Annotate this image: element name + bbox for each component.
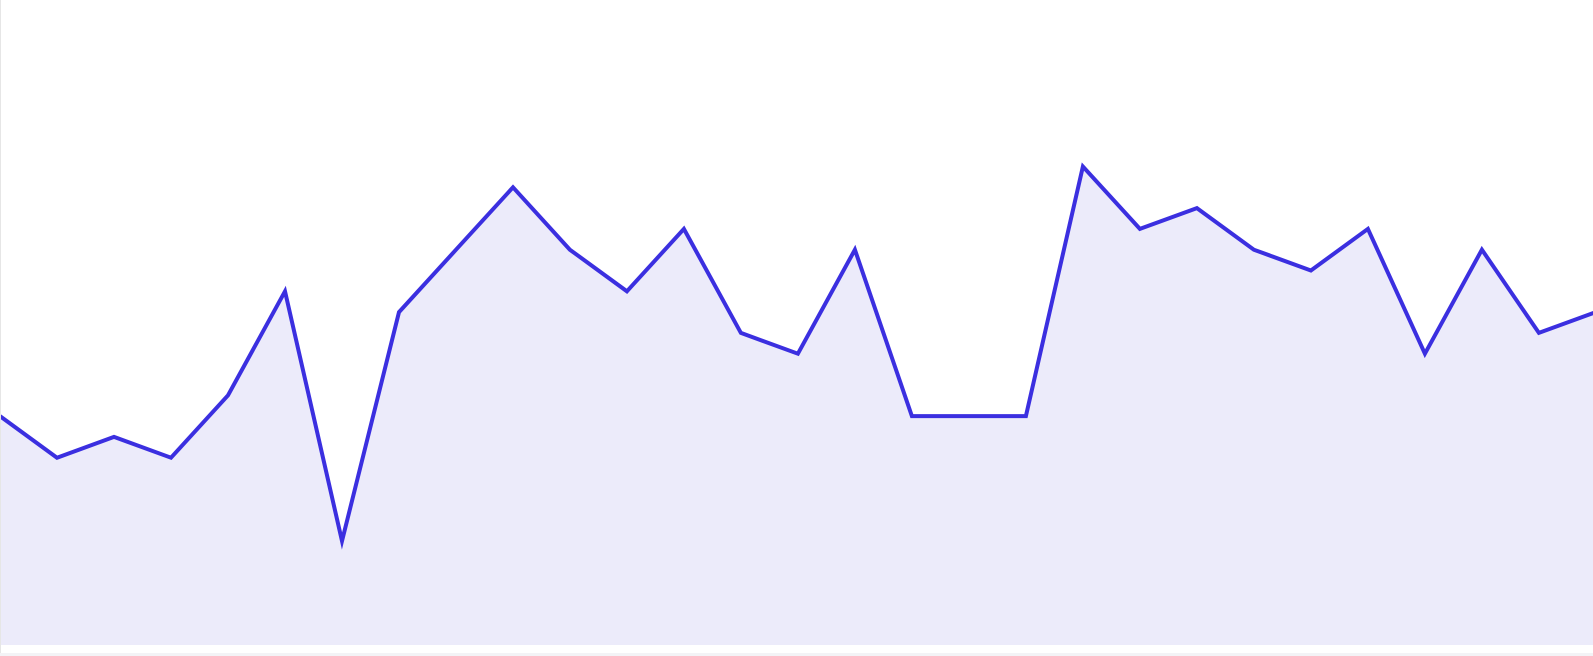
series-area bbox=[0, 166, 1593, 645]
data-point-11 bbox=[625, 289, 629, 293]
data-point-4 bbox=[226, 393, 230, 397]
data-point-16 bbox=[910, 414, 914, 418]
data-point-20 bbox=[1138, 227, 1142, 231]
data-point-8 bbox=[454, 248, 458, 252]
data-point-5 bbox=[283, 289, 287, 293]
data-point-21 bbox=[1195, 206, 1199, 210]
data-point-25 bbox=[1423, 352, 1427, 356]
data-point-2 bbox=[112, 435, 116, 439]
data-point-13 bbox=[739, 331, 743, 335]
data-point-19 bbox=[1081, 165, 1085, 169]
data-point-7 bbox=[397, 310, 401, 314]
data-point-26 bbox=[1480, 248, 1484, 252]
data-point-6 bbox=[340, 539, 344, 543]
data-point-24 bbox=[1366, 227, 1370, 231]
data-point-10 bbox=[568, 248, 572, 252]
data-point-1 bbox=[55, 456, 59, 460]
data-point-17 bbox=[967, 414, 971, 418]
data-point-18 bbox=[1024, 414, 1028, 418]
bottom-border bbox=[0, 653, 1593, 656]
data-point-14 bbox=[796, 352, 800, 356]
left-border bbox=[0, 0, 1, 656]
series-line bbox=[0, 162, 1593, 550]
data-point-15 bbox=[853, 248, 857, 252]
data-point-22 bbox=[1252, 248, 1256, 252]
data-point-23 bbox=[1309, 269, 1313, 273]
data-point-12 bbox=[682, 227, 686, 231]
data-point-3 bbox=[169, 456, 173, 460]
data-point-9 bbox=[511, 185, 515, 189]
data-point-27 bbox=[1537, 331, 1541, 335]
